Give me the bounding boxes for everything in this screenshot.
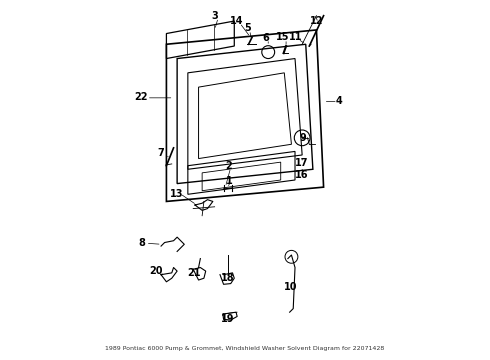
Text: 20: 20 [149,266,163,276]
Text: 11: 11 [289,32,302,42]
Text: 5: 5 [245,23,251,33]
Text: 12: 12 [310,16,323,26]
Text: 15: 15 [276,32,289,42]
Text: 1989 Pontiac 6000 Pump & Grommet, Windshield Washer Solvent Diagram for 22071428: 1989 Pontiac 6000 Pump & Grommet, Windsh… [105,346,385,351]
Text: 19: 19 [221,314,235,324]
Text: 7: 7 [158,148,165,158]
Text: 10: 10 [284,282,297,292]
Text: 22: 22 [134,92,147,102]
Text: 6: 6 [262,33,269,43]
Text: 13: 13 [170,189,183,199]
Text: 21: 21 [188,268,201,278]
Text: 4: 4 [335,96,342,106]
Text: 17: 17 [294,158,308,168]
Text: 14: 14 [230,16,244,26]
Text: 16: 16 [294,170,308,180]
Text: 2: 2 [225,161,232,171]
Text: 3: 3 [211,11,218,21]
Text: 18: 18 [221,273,235,283]
Text: 9: 9 [299,133,306,143]
Text: 1: 1 [225,176,232,186]
Text: 8: 8 [139,238,146,248]
